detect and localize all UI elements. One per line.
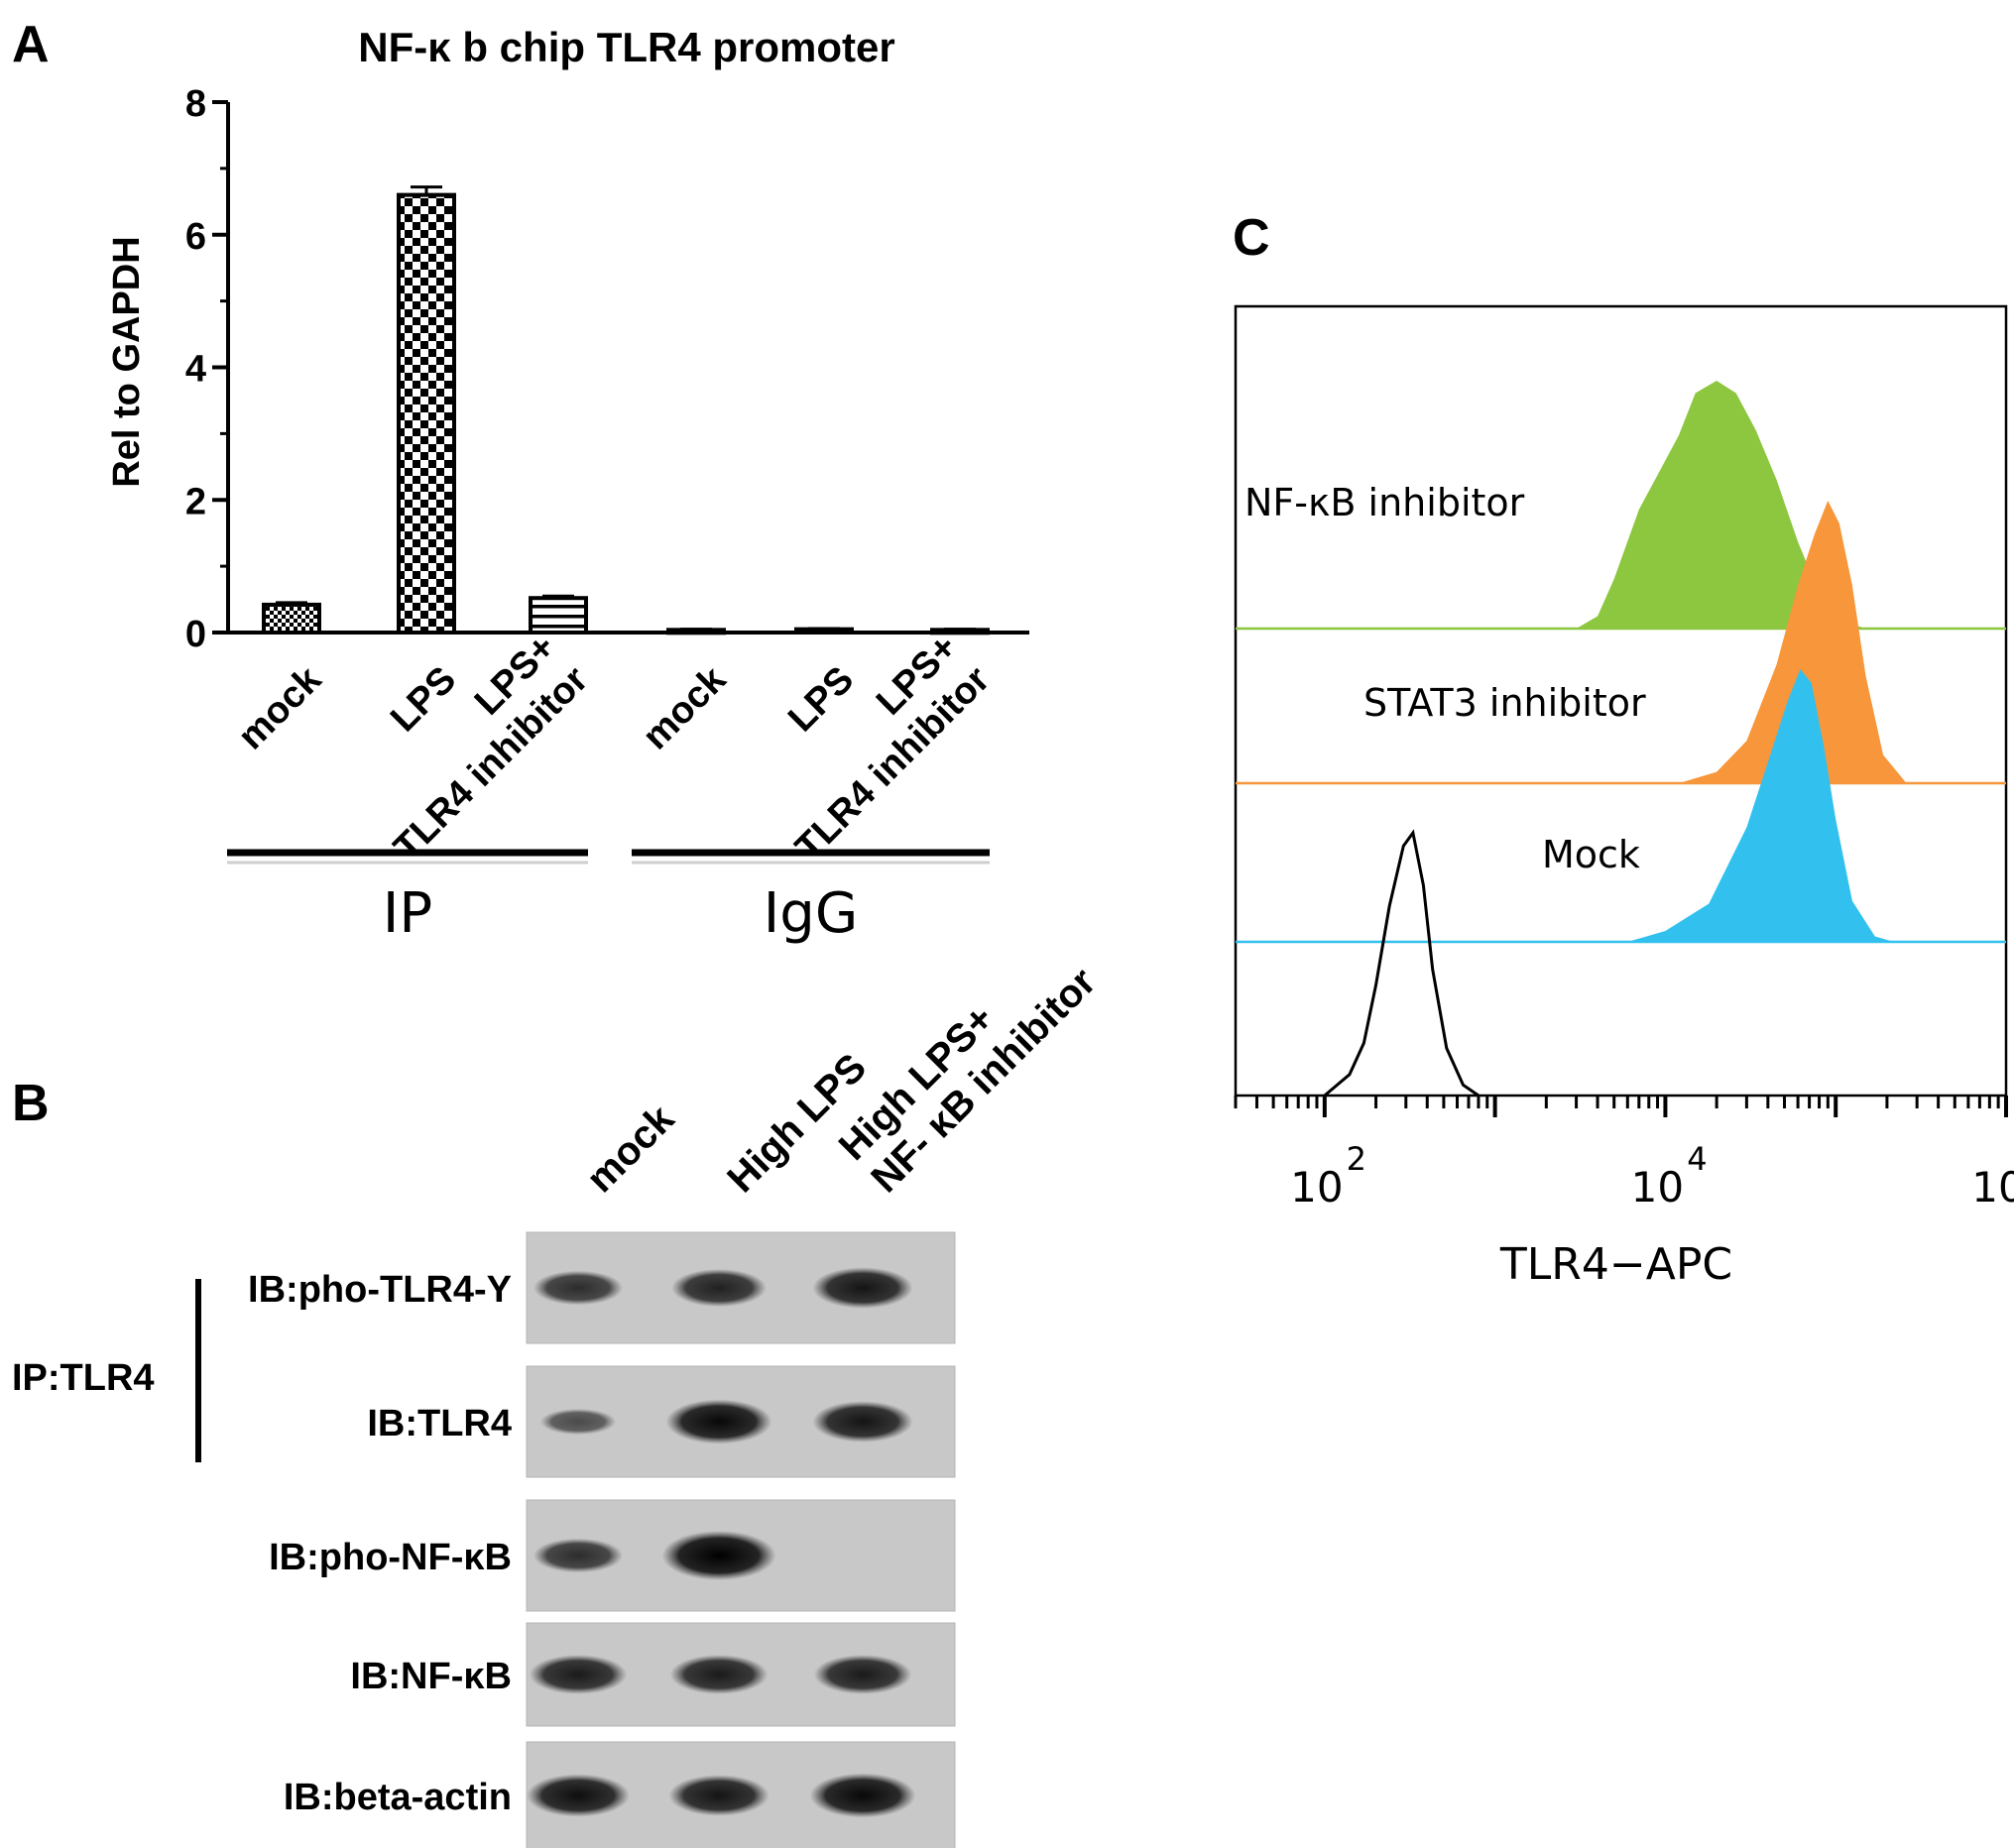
- x-tick-label-group: mock: [230, 658, 330, 758]
- x-tick-exponent: 2: [1347, 1140, 1366, 1178]
- plot-frame: [1234, 304, 2008, 1097]
- y-tick-label: 2: [185, 481, 206, 522]
- y-axis-label: Rel to GAPDH: [106, 236, 148, 487]
- blot-band: [668, 1775, 770, 1816]
- x-axis-ticks: [1234, 1096, 2008, 1117]
- x-tick-label-group: LPS: [383, 658, 464, 740]
- panel-label-a: A: [12, 16, 50, 73]
- blot-band: [812, 1401, 913, 1443]
- axes: 0 2 4 6 8: [185, 83, 1029, 655]
- blot-row-label: IB:pho-TLR4-Y: [248, 1269, 512, 1311]
- blot-band: [812, 1267, 913, 1309]
- lane-label-group: High LPS+NF- κB inhibitor: [831, 960, 1105, 1201]
- blot-band: [813, 1655, 912, 1694]
- x-tick-label: LPS: [383, 658, 464, 740]
- x-tick-exponent: 4: [1687, 1140, 1707, 1178]
- series-label: NF-κB inhibitor: [1244, 481, 1525, 524]
- x-tick-label-group: LPS+TLR4 inhibitor: [386, 627, 596, 868]
- y-tick-label: 6: [185, 216, 206, 258]
- blot-row-label: IB:NF-κB: [350, 1656, 512, 1697]
- histogram-area: [1679, 501, 1907, 783]
- blot-band: [533, 1270, 624, 1306]
- series-label: STAT3 inhibitor: [1363, 681, 1646, 725]
- x-tick-label: 10: [1971, 1163, 2014, 1212]
- lane-label: mock: [578, 1097, 683, 1202]
- blot-band: [809, 1773, 916, 1818]
- blot-band: [529, 1655, 628, 1694]
- group-brackets: IP IgG: [227, 849, 990, 946]
- group-label: IP: [383, 881, 432, 946]
- bar: [529, 596, 588, 635]
- chart-title: NF-κ b chip TLR4 promoter: [358, 24, 894, 70]
- x-tick-label-group: LPS: [780, 658, 862, 740]
- group-label: IgG: [764, 881, 858, 946]
- x-tick-label: mock: [230, 658, 330, 758]
- x-axis-label: TLR4−APC: [1499, 1239, 1732, 1290]
- bar: [262, 602, 321, 635]
- panel-label-c: C: [1233, 209, 1270, 267]
- histogram-isotype: [1323, 829, 1480, 1097]
- blot-band: [669, 1655, 769, 1694]
- series-label: Mock: [1542, 833, 1640, 876]
- blot-band: [539, 1408, 617, 1436]
- blot-band: [665, 1399, 772, 1444]
- blot-band: [661, 1531, 776, 1580]
- x-tick-label: 10: [1290, 1163, 1343, 1212]
- bars: [262, 185, 990, 635]
- lane-label-group: mock: [578, 1097, 683, 1202]
- x-tick-label-group: mock: [635, 658, 735, 758]
- histogram-area: [1627, 669, 1894, 942]
- x-tick-label: 10: [1631, 1163, 1684, 1212]
- x-tick-label: mock: [635, 658, 735, 758]
- x-tick-label-group: LPS+TLR4 inhibitor: [787, 627, 998, 868]
- blot-row-label: IB:pho-NF-κB: [269, 1537, 512, 1578]
- blot-row-label: IB:TLR4: [367, 1403, 512, 1444]
- blot-rows: IB:pho-TLR4-Y IB:TLR4 IB:pho-NF-κB IB:NF-κB…: [248, 1231, 956, 1848]
- x-tick-labels: mock LPS LPS+TLR4 inhibitor mock LPS LPS+TLR4…: [230, 627, 998, 868]
- blot-band: [527, 1774, 630, 1817]
- blot-band: [671, 1268, 767, 1308]
- y-tick-label: 0: [185, 614, 206, 655]
- x-tick-label: LPS: [780, 658, 862, 740]
- histograms: NF-κB inhibitor STAT3 inhibitor Mock: [1236, 381, 2006, 1097]
- y-tick-label: 8: [185, 83, 206, 125]
- ip-label: IP:TLR4: [12, 1357, 155, 1399]
- histogram-area: [1576, 381, 1866, 629]
- panel-a-bar-chart: NF-κ b chip TLR4 promoter Rel to GAPDH 0…: [106, 24, 1029, 946]
- bar: [397, 192, 456, 635]
- blot-row-label: IB:beta-actin: [284, 1777, 512, 1818]
- x-tick-labels: 102104106: [1290, 1140, 2014, 1212]
- panel-label-b: B: [12, 1075, 50, 1132]
- y-tick-label: 4: [185, 349, 206, 391]
- blot-band: [533, 1538, 624, 1573]
